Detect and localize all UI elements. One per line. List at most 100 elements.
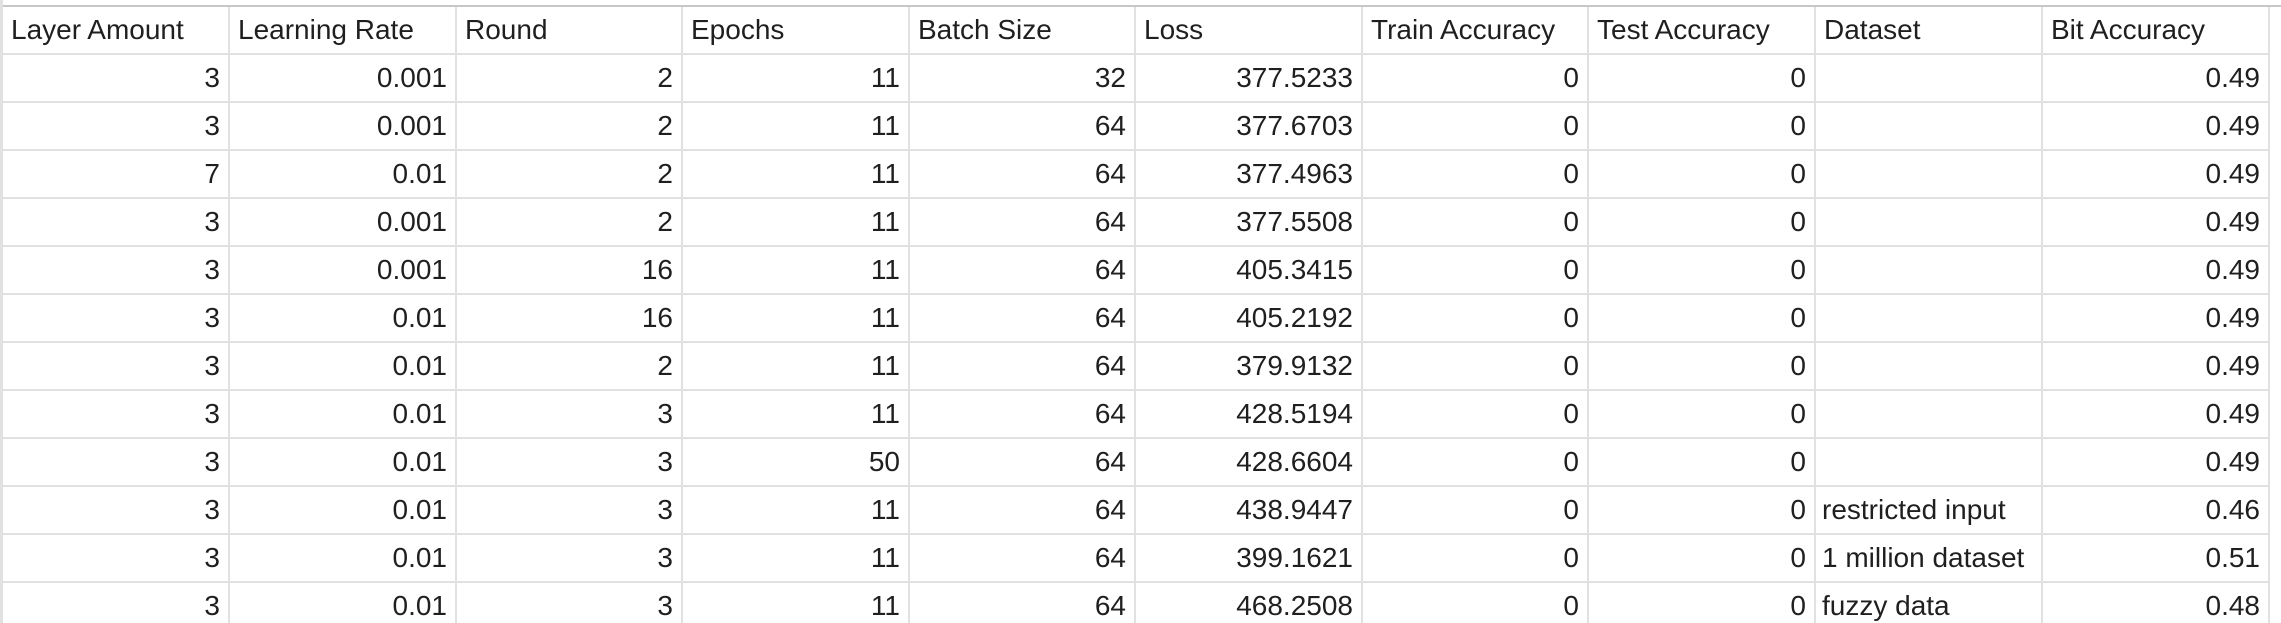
cell-dataset[interactable] <box>1815 102 2043 151</box>
cell-round[interactable]: 16 <box>456 294 683 343</box>
cell-dataset[interactable] <box>1815 246 2043 295</box>
cell-epochs[interactable]: 11 <box>682 198 910 247</box>
header-cell-round[interactable]: Round <box>456 7 683 55</box>
cell-dataset[interactable] <box>1815 54 2043 103</box>
cell-bit-accuracy[interactable]: 0.49 <box>2042 54 2270 103</box>
cell-loss[interactable]: 438.9447 <box>1135 486 1363 535</box>
cell-learning-rate[interactable]: 0.01 <box>229 438 457 487</box>
cell-batch-size[interactable]: 64 <box>909 438 1136 487</box>
cell-loss[interactable]: 377.5508 <box>1135 198 1363 247</box>
cell-learning-rate[interactable]: 0.01 <box>229 150 457 199</box>
cell-batch-size[interactable]: 64 <box>909 342 1136 391</box>
header-cell-layer-amount[interactable]: Layer Amount <box>3 7 230 55</box>
cell-dataset[interactable]: fuzzy data <box>1815 582 2043 623</box>
cell-train-accuracy[interactable]: 0 <box>1362 582 1589 623</box>
cell-test-accuracy[interactable]: 0 <box>1588 342 1816 391</box>
cell-train-accuracy[interactable]: 0 <box>1362 150 1589 199</box>
cell-round[interactable]: 3 <box>456 438 683 487</box>
cell-learning-rate[interactable]: 0.01 <box>229 534 457 583</box>
cell-epochs[interactable]: 11 <box>682 294 910 343</box>
cell-bit-accuracy[interactable]: 0.49 <box>2042 102 2270 151</box>
cell-test-accuracy[interactable]: 0 <box>1588 294 1816 343</box>
header-cell-bit-accuracy[interactable]: Bit Accuracy <box>2042 7 2270 55</box>
cell-batch-size[interactable]: 64 <box>909 486 1136 535</box>
cell-epochs[interactable]: 11 <box>682 150 910 199</box>
cell-batch-size[interactable]: 64 <box>909 582 1136 623</box>
cell-learning-rate[interactable]: 0.001 <box>229 198 457 247</box>
cell-train-accuracy[interactable]: 0 <box>1362 534 1589 583</box>
cell-bit-accuracy[interactable]: 0.49 <box>2042 150 2270 199</box>
cell-batch-size[interactable]: 64 <box>909 294 1136 343</box>
cell-bit-accuracy[interactable]: 0.51 <box>2042 534 2270 583</box>
cell-epochs[interactable]: 11 <box>682 54 910 103</box>
cell-dataset[interactable] <box>1815 390 2043 439</box>
cell-epochs[interactable]: 11 <box>682 534 910 583</box>
cell-loss[interactable]: 468.2508 <box>1135 582 1363 623</box>
cell-learning-rate[interactable]: 0.01 <box>229 342 457 391</box>
cell-batch-size[interactable]: 64 <box>909 150 1136 199</box>
cell-test-accuracy[interactable]: 0 <box>1588 102 1816 151</box>
cell-epochs[interactable]: 11 <box>682 342 910 391</box>
cell-dataset[interactable]: 1 million dataset <box>1815 534 2043 583</box>
header-cell-loss[interactable]: Loss <box>1135 7 1363 55</box>
cell-dataset[interactable] <box>1815 342 2043 391</box>
cell-bit-accuracy[interactable]: 0.49 <box>2042 294 2270 343</box>
cell-test-accuracy[interactable]: 0 <box>1588 246 1816 295</box>
cell-layer-amount[interactable]: 3 <box>3 102 230 151</box>
cell-epochs[interactable]: 11 <box>682 102 910 151</box>
cell-bit-accuracy[interactable]: 0.46 <box>2042 486 2270 535</box>
cell-layer-amount[interactable]: 3 <box>3 246 230 295</box>
header-cell-learning-rate[interactable]: Learning Rate <box>229 7 457 55</box>
cell-epochs[interactable]: 11 <box>682 246 910 295</box>
cell-loss[interactable]: 405.2192 <box>1135 294 1363 343</box>
cell-train-accuracy[interactable]: 0 <box>1362 198 1589 247</box>
cell-test-accuracy[interactable]: 0 <box>1588 150 1816 199</box>
cell-loss[interactable]: 428.5194 <box>1135 390 1363 439</box>
cell-layer-amount[interactable]: 3 <box>3 198 230 247</box>
cell-bit-accuracy[interactable]: 0.48 <box>2042 582 2270 623</box>
cell-batch-size[interactable]: 64 <box>909 390 1136 439</box>
cell-dataset[interactable] <box>1815 198 2043 247</box>
cell-train-accuracy[interactable]: 0 <box>1362 294 1589 343</box>
cell-batch-size[interactable]: 64 <box>909 534 1136 583</box>
cell-round[interactable]: 3 <box>456 390 683 439</box>
cell-bit-accuracy[interactable]: 0.49 <box>2042 342 2270 391</box>
cell-loss[interactable]: 379.9132 <box>1135 342 1363 391</box>
cell-layer-amount[interactable]: 3 <box>3 486 230 535</box>
cell-batch-size[interactable]: 32 <box>909 54 1136 103</box>
cell-dataset[interactable] <box>1815 294 2043 343</box>
cell-dataset[interactable] <box>1815 150 2043 199</box>
cell-learning-rate[interactable]: 0.01 <box>229 294 457 343</box>
cell-round[interactable]: 2 <box>456 198 683 247</box>
cell-round[interactable]: 2 <box>456 342 683 391</box>
cell-round[interactable]: 16 <box>456 246 683 295</box>
cell-loss[interactable]: 377.5233 <box>1135 54 1363 103</box>
header-cell-epochs[interactable]: Epochs <box>682 7 910 55</box>
cell-bit-accuracy[interactable]: 0.49 <box>2042 390 2270 439</box>
cell-learning-rate[interactable]: 0.001 <box>229 246 457 295</box>
header-cell-test-accuracy[interactable]: Test Accuracy <box>1588 7 1816 55</box>
cell-learning-rate[interactable]: 0.001 <box>229 54 457 103</box>
cell-test-accuracy[interactable]: 0 <box>1588 486 1816 535</box>
cell-round[interactable]: 3 <box>456 582 683 623</box>
cell-dataset[interactable] <box>1815 438 2043 487</box>
cell-round[interactable]: 2 <box>456 54 683 103</box>
cell-epochs[interactable]: 11 <box>682 390 910 439</box>
cell-layer-amount[interactable]: 3 <box>3 534 230 583</box>
cell-train-accuracy[interactable]: 0 <box>1362 102 1589 151</box>
cell-loss[interactable]: 405.3415 <box>1135 246 1363 295</box>
cell-layer-amount[interactable]: 3 <box>3 582 230 623</box>
cell-round[interactable]: 3 <box>456 534 683 583</box>
header-cell-dataset[interactable]: Dataset <box>1815 7 2043 55</box>
cell-train-accuracy[interactable]: 0 <box>1362 438 1589 487</box>
cell-test-accuracy[interactable]: 0 <box>1588 534 1816 583</box>
cell-loss[interactable]: 399.1621 <box>1135 534 1363 583</box>
cell-loss[interactable]: 377.4963 <box>1135 150 1363 199</box>
cell-bit-accuracy[interactable]: 0.49 <box>2042 198 2270 247</box>
cell-test-accuracy[interactable]: 0 <box>1588 54 1816 103</box>
cell-bit-accuracy[interactable]: 0.49 <box>2042 438 2270 487</box>
cell-learning-rate[interactable]: 0.01 <box>229 486 457 535</box>
cell-test-accuracy[interactable]: 0 <box>1588 438 1816 487</box>
cell-layer-amount[interactable]: 3 <box>3 294 230 343</box>
cell-train-accuracy[interactable]: 0 <box>1362 54 1589 103</box>
